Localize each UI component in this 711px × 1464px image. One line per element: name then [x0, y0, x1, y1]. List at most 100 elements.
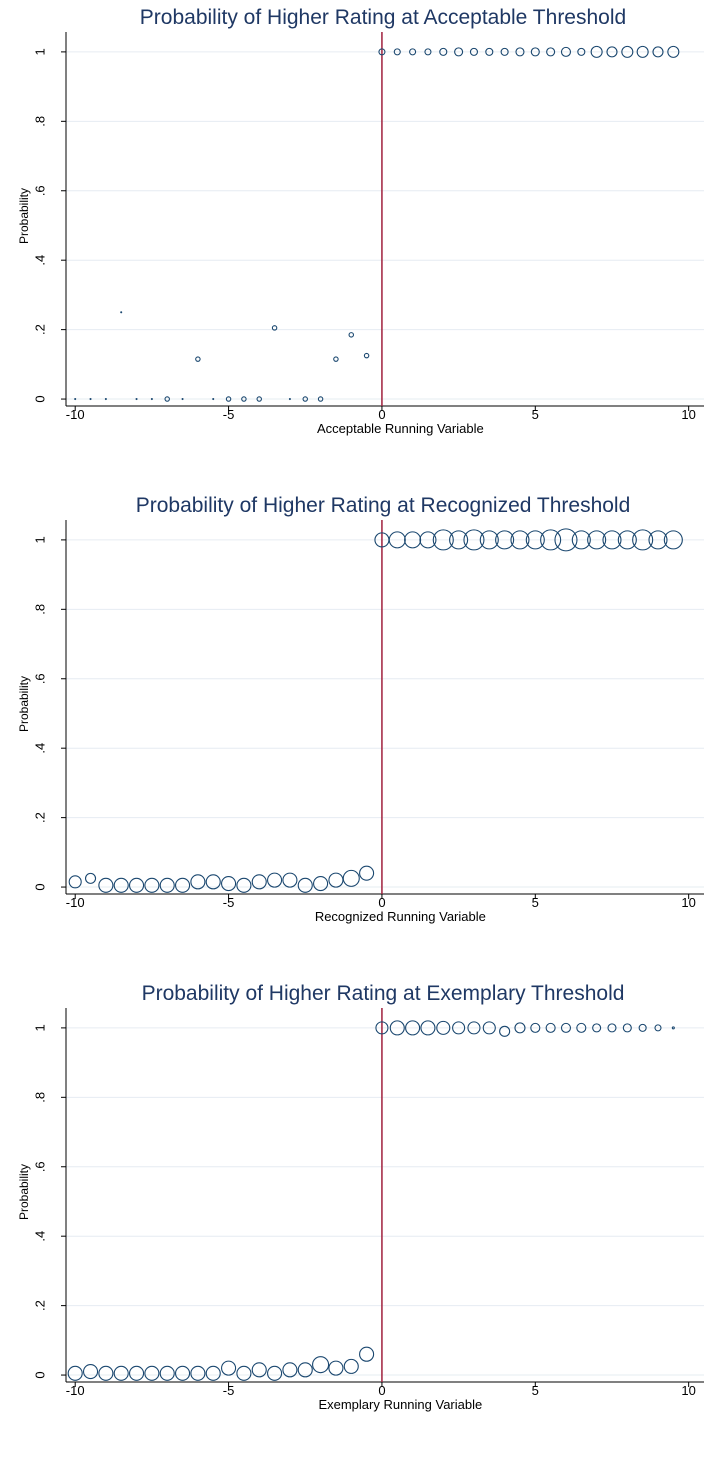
data-point: [267, 872, 283, 888]
data-point: [333, 356, 339, 362]
data-point: [164, 396, 170, 402]
data-point: [449, 530, 469, 550]
data-point: [190, 874, 206, 890]
data-point: [150, 398, 153, 401]
data-point: [463, 529, 485, 551]
data-point: [530, 47, 540, 57]
x-tick-label: -10: [66, 1383, 85, 1398]
data-point: [251, 874, 267, 890]
data-point: [388, 531, 406, 549]
data-point: [74, 398, 77, 401]
data-point: [469, 47, 479, 56]
data-point: [236, 877, 252, 893]
data-point: [236, 1365, 252, 1381]
chart-panel-exemplary: Probability of Higher Rating at Exemplar…: [17, 982, 704, 1412]
data-point: [671, 1026, 675, 1030]
y-tick-label: 0: [33, 395, 48, 402]
x-tick-label: 10: [681, 407, 695, 422]
data-point: [592, 1023, 602, 1033]
data-point: [436, 1020, 451, 1035]
data-point: [590, 45, 603, 58]
chart-title: Probability of Higher Rating at Acceptab…: [140, 6, 626, 29]
data-point: [514, 1022, 526, 1034]
y-tick-label: .8: [33, 1092, 48, 1103]
data-point: [84, 872, 97, 884]
data-point: [175, 877, 191, 893]
data-point: [393, 48, 401, 56]
data-point: [128, 1365, 145, 1381]
x-axis-label: Exemplary Running Variable: [318, 1397, 482, 1412]
data-point: [128, 877, 145, 893]
data-point: [454, 47, 464, 57]
x-tick-label: 0: [378, 895, 385, 910]
data-point: [144, 877, 160, 893]
data-point: [205, 1365, 221, 1381]
x-axis-label: Recognized Running Variable: [315, 909, 486, 924]
x-tick-label: 5: [532, 1383, 539, 1398]
data-point: [342, 869, 360, 887]
data-point: [621, 45, 634, 58]
data-point: [663, 530, 683, 550]
y-axis-label: Probability: [17, 1164, 31, 1220]
data-point: [571, 530, 591, 550]
y-tick-label: 0: [33, 883, 48, 890]
y-axis-label: Probability: [17, 188, 31, 244]
data-point: [375, 1021, 389, 1035]
data-point: [432, 529, 454, 551]
data-point: [221, 1360, 237, 1376]
y-tick-label: .8: [33, 604, 48, 615]
chart-panel-recognized: Probability of Higher Rating at Recogniz…: [17, 494, 704, 924]
data-point: [577, 47, 586, 56]
y-tick-label: .2: [33, 324, 48, 335]
data-point: [282, 1362, 298, 1378]
data-point: [359, 865, 375, 881]
y-tick-label: .4: [33, 255, 48, 266]
x-tick-label: 10: [681, 895, 695, 910]
data-point: [510, 530, 530, 550]
data-point: [632, 529, 654, 551]
data-point: [225, 396, 232, 402]
data-point: [212, 398, 215, 401]
y-tick-label: 1: [33, 48, 48, 55]
chart-title: Probability of Higher Rating at Exemplar…: [142, 982, 625, 1005]
data-point: [530, 1022, 541, 1033]
data-point: [175, 1365, 191, 1381]
data-point: [144, 1365, 160, 1381]
data-point: [328, 1360, 344, 1376]
data-point: [205, 874, 221, 890]
data-point: [98, 877, 114, 893]
x-axis-label: Acceptable Running Variable: [317, 421, 484, 436]
data-point: [479, 530, 499, 550]
x-tick-label: 10: [681, 1383, 695, 1398]
data-point: [89, 398, 92, 401]
data-point: [467, 1021, 481, 1035]
data-point: [525, 530, 545, 550]
x-tick-label: -10: [66, 407, 85, 422]
data-point: [424, 48, 432, 56]
data-point: [607, 1023, 617, 1033]
data-point: [359, 1346, 375, 1362]
data-point: [654, 1024, 662, 1032]
data-point: [113, 1365, 129, 1381]
data-point: [159, 877, 175, 893]
x-tick-label: 5: [532, 407, 539, 422]
x-tick-label: -5: [223, 407, 235, 422]
y-tick-label: .2: [33, 1300, 48, 1311]
data-point: [554, 528, 578, 552]
data-point: [667, 45, 680, 58]
data-point: [297, 1362, 313, 1378]
data-point: [251, 1362, 267, 1378]
data-point: [404, 531, 422, 549]
data-point: [190, 1365, 206, 1381]
data-point: [267, 1365, 283, 1381]
x-tick-label: 0: [378, 1383, 385, 1398]
data-point: [636, 45, 649, 58]
data-point: [328, 872, 344, 888]
data-point: [67, 1365, 83, 1381]
data-point: [282, 872, 298, 888]
x-tick-label: 0: [378, 407, 385, 422]
data-point: [419, 531, 437, 549]
data-point: [452, 1021, 466, 1035]
x-tick-label: 5: [532, 895, 539, 910]
